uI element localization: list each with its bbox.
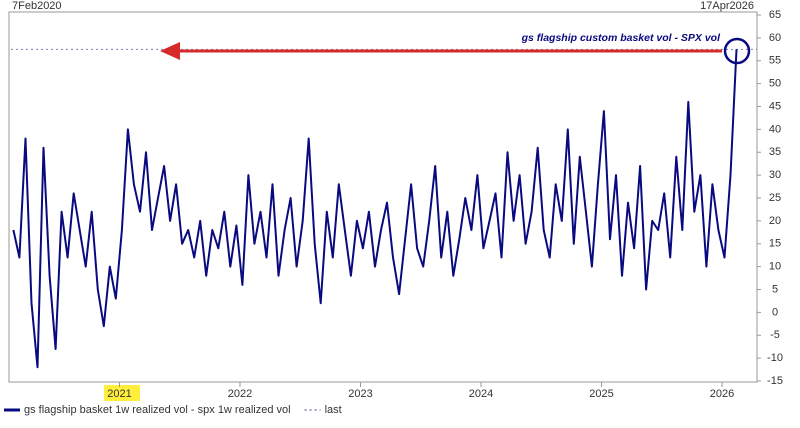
- y-tick-label: 60: [769, 32, 781, 44]
- x-tick-label: 2026: [710, 388, 734, 400]
- y-tick-label: 10: [769, 261, 781, 273]
- y-tick-label: -10: [767, 352, 783, 364]
- y-tick-label: 55: [769, 55, 781, 67]
- legend-label: gs flagship basket 1w realized vol - spx…: [24, 404, 291, 416]
- series-line: [12, 49, 738, 369]
- x-tick-label: 2023: [348, 388, 372, 400]
- y-tick-label: 35: [769, 146, 781, 158]
- arrow-head: [160, 42, 180, 60]
- x-tick-label: 2022: [228, 388, 252, 400]
- y-tick-label: 30: [769, 169, 781, 181]
- y-tick-label: 20: [769, 215, 781, 227]
- end-label: 17Apr2026: [700, 0, 754, 12]
- y-tick-label: -15: [767, 375, 783, 387]
- start-label: 7Feb2020: [12, 0, 62, 12]
- y-tick-label: 50: [769, 78, 781, 90]
- y-tick-label: 15: [769, 238, 781, 250]
- x-tick-label: 2021: [107, 388, 131, 400]
- highlight: [104, 385, 140, 401]
- y-tick-label: 45: [769, 100, 781, 112]
- y-tick-label: 0: [772, 306, 778, 318]
- plot-frame: [8, 11, 758, 383]
- y-tick-label: 65: [769, 9, 781, 21]
- annotation: gs flagship custom basket vol - SPX vol: [521, 32, 721, 44]
- highlight-circle: [723, 37, 751, 65]
- x-tick-label: 2025: [589, 388, 613, 400]
- y-tick-label: -5: [770, 329, 780, 341]
- y-tick-label: 25: [769, 192, 781, 204]
- legend-label: last: [325, 404, 342, 416]
- y-tick-label: 40: [769, 123, 781, 135]
- y-tick-label: 5: [772, 283, 778, 295]
- x-tick-label: 2024: [469, 388, 493, 400]
